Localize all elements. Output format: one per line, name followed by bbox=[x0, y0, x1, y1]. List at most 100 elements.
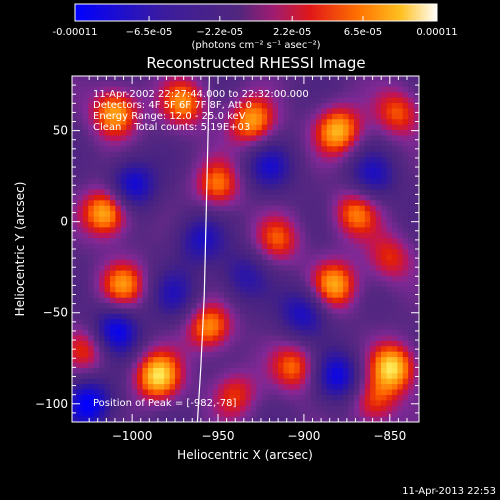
heatmap-cell bbox=[348, 211, 355, 218]
heatmap-cell bbox=[343, 340, 350, 347]
heatmap-cell bbox=[267, 227, 274, 234]
heatmap-cell bbox=[99, 81, 106, 88]
heatmap-cell bbox=[310, 324, 317, 331]
heatmap-cell bbox=[288, 270, 295, 277]
heatmap-cell bbox=[202, 108, 209, 115]
heatmap-cell bbox=[191, 113, 198, 120]
heatmap-cell bbox=[191, 292, 198, 299]
heatmap-cell bbox=[332, 297, 339, 304]
heatmap-cell bbox=[77, 276, 84, 283]
heatmap-cell bbox=[147, 384, 154, 391]
heatmap-cell bbox=[169, 205, 176, 212]
heatmap-cell bbox=[131, 281, 138, 288]
heatmap-cell bbox=[131, 357, 138, 364]
heatmap-cell bbox=[310, 211, 317, 218]
heatmap-cell bbox=[212, 324, 219, 331]
heatmap-cell bbox=[153, 157, 160, 164]
heatmap-cell bbox=[131, 270, 138, 277]
heatmap-cell bbox=[288, 205, 295, 212]
heatmap-cell bbox=[250, 113, 257, 120]
heatmap-cell bbox=[299, 249, 306, 256]
heatmap-cell bbox=[164, 189, 171, 196]
heatmap-cell bbox=[370, 103, 377, 110]
heatmap-cell bbox=[212, 157, 219, 164]
heatmap-cell bbox=[207, 346, 214, 353]
heatmap-cell bbox=[99, 400, 106, 407]
heatmap-cell bbox=[169, 76, 176, 83]
heatmap-cell bbox=[267, 232, 274, 239]
heatmap-cell bbox=[332, 119, 339, 126]
heatmap-cell bbox=[343, 254, 350, 261]
heatmap-cell bbox=[359, 189, 366, 196]
heatmap-cell bbox=[332, 194, 339, 201]
heatmap-cell bbox=[82, 151, 89, 158]
heatmap-cell bbox=[256, 232, 263, 239]
heatmap-cell bbox=[175, 313, 182, 320]
heatmap-cell bbox=[386, 232, 393, 239]
heatmap-cell bbox=[326, 367, 333, 374]
heatmap-cell bbox=[364, 113, 371, 120]
heatmap-cell bbox=[147, 194, 154, 201]
heatmap-cell bbox=[261, 140, 268, 147]
heatmap bbox=[72, 76, 419, 422]
heatmap-cell bbox=[99, 108, 106, 115]
heatmap-cell bbox=[283, 173, 290, 180]
heatmap-cell bbox=[137, 232, 144, 239]
heatmap-cell bbox=[109, 200, 116, 207]
heatmap-cell bbox=[212, 259, 219, 266]
heatmap-cell bbox=[381, 259, 388, 266]
heatmap-cell bbox=[299, 103, 306, 110]
heatmap-cell bbox=[120, 194, 127, 201]
heatmap-cell bbox=[82, 297, 89, 304]
heatmap-cell bbox=[245, 394, 252, 401]
heatmap-cell bbox=[131, 330, 138, 337]
heatmap-cell bbox=[99, 194, 106, 201]
heatmap-cell bbox=[245, 297, 252, 304]
heatmap-cell bbox=[370, 189, 377, 196]
heatmap-cell bbox=[272, 113, 279, 120]
heatmap-cell bbox=[294, 184, 301, 191]
heatmap-cell bbox=[250, 227, 257, 234]
heatmap-cell bbox=[310, 378, 317, 385]
heatmap-cell bbox=[115, 146, 122, 153]
heatmap-cell bbox=[82, 416, 89, 422]
heatmap-cell bbox=[202, 394, 209, 401]
heatmap-cell bbox=[191, 221, 198, 228]
heatmap-cell bbox=[240, 346, 247, 353]
heatmap-cell bbox=[299, 211, 306, 218]
heatmap-cell bbox=[99, 232, 106, 239]
heatmap-cell bbox=[375, 373, 382, 380]
heatmap-cell bbox=[212, 103, 219, 110]
heatmap-cell bbox=[348, 194, 355, 201]
heatmap-cell bbox=[397, 378, 404, 385]
heatmap-cell bbox=[82, 103, 89, 110]
heatmap-cell bbox=[223, 162, 230, 169]
heatmap-cell bbox=[272, 238, 279, 245]
heatmap-cell bbox=[283, 108, 290, 115]
heatmap-cell bbox=[212, 97, 219, 104]
heatmap-cell bbox=[72, 113, 79, 120]
heatmap-cell bbox=[180, 243, 187, 250]
heatmap-cell bbox=[375, 249, 382, 256]
heatmap-cell bbox=[240, 351, 247, 358]
heatmap-cell bbox=[267, 324, 274, 331]
heatmap-cell bbox=[191, 200, 198, 207]
heatmap-cell bbox=[375, 200, 382, 207]
heatmap-cell bbox=[93, 373, 100, 380]
heatmap-cell bbox=[288, 373, 295, 380]
heatmap-cell bbox=[364, 200, 371, 207]
heatmap-cell bbox=[218, 232, 225, 239]
heatmap-cell bbox=[370, 227, 377, 234]
heatmap-cell bbox=[386, 162, 393, 169]
heatmap-cell bbox=[126, 319, 133, 326]
heatmap-cell bbox=[364, 259, 371, 266]
heatmap-cell bbox=[256, 194, 263, 201]
heatmap-cell bbox=[137, 92, 144, 99]
heatmap-cell bbox=[370, 124, 377, 131]
heatmap-cell bbox=[142, 103, 149, 110]
heatmap-cell bbox=[250, 157, 257, 164]
heatmap-cell bbox=[93, 405, 100, 412]
heatmap-cell bbox=[164, 254, 171, 261]
heatmap-cell bbox=[288, 232, 295, 239]
heatmap-cell bbox=[180, 221, 187, 228]
